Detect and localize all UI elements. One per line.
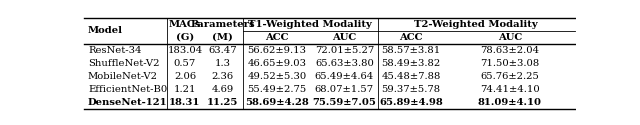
- Text: 49.52±5.30: 49.52±5.30: [247, 72, 307, 81]
- Text: ACC: ACC: [265, 33, 289, 42]
- Text: 59.37±5.78: 59.37±5.78: [381, 85, 441, 94]
- Text: EfficientNet-B0: EfficientNet-B0: [88, 85, 167, 94]
- Text: 45.48±7.88: 45.48±7.88: [381, 72, 441, 81]
- Text: 11.25: 11.25: [207, 98, 239, 107]
- Text: 0.57: 0.57: [174, 59, 196, 68]
- Text: 1.3: 1.3: [215, 59, 231, 68]
- Text: AUC: AUC: [498, 33, 522, 42]
- Text: Parameters: Parameters: [191, 20, 255, 29]
- Text: 58.69±4.28: 58.69±4.28: [245, 98, 308, 107]
- Text: 55.49±2.75: 55.49±2.75: [247, 85, 307, 94]
- Text: (G): (G): [176, 33, 194, 42]
- Text: 183.04: 183.04: [167, 46, 202, 55]
- Text: 72.01±5.27: 72.01±5.27: [315, 46, 374, 55]
- Text: ResNet-34: ResNet-34: [88, 46, 141, 55]
- Text: 56.62±9.13: 56.62±9.13: [248, 46, 307, 55]
- Text: DenseNet-121: DenseNet-121: [88, 98, 168, 107]
- Text: T1-Weighted Modality: T1-Weighted Modality: [248, 20, 372, 29]
- Text: 65.89±4.98: 65.89±4.98: [380, 98, 443, 107]
- Text: 4.69: 4.69: [212, 85, 234, 94]
- Text: 65.63±3.80: 65.63±3.80: [315, 59, 374, 68]
- Text: ACC: ACC: [399, 33, 423, 42]
- Text: 81.09±4.10: 81.09±4.10: [478, 98, 542, 107]
- Text: MACs: MACs: [169, 20, 201, 29]
- Text: 1.21: 1.21: [173, 85, 196, 94]
- Text: 2.36: 2.36: [212, 72, 234, 81]
- Text: 65.76±2.25: 65.76±2.25: [481, 72, 540, 81]
- Text: 74.41±4.10: 74.41±4.10: [480, 85, 540, 94]
- Text: 18.31: 18.31: [169, 98, 200, 107]
- Text: 71.50±3.08: 71.50±3.08: [480, 59, 540, 68]
- Text: 78.63±2.04: 78.63±2.04: [480, 46, 540, 55]
- Text: Model: Model: [88, 26, 123, 36]
- Text: AUC: AUC: [332, 33, 356, 42]
- Text: 63.47: 63.47: [209, 46, 237, 55]
- Text: MobileNet-V2: MobileNet-V2: [88, 72, 158, 81]
- Text: 75.59±7.05: 75.59±7.05: [312, 98, 376, 107]
- Text: 58.49±3.82: 58.49±3.82: [381, 59, 441, 68]
- Text: T2-Weighted Modality: T2-Weighted Modality: [415, 20, 538, 29]
- Text: 46.65±9.03: 46.65±9.03: [248, 59, 307, 68]
- Text: (M): (M): [212, 33, 234, 42]
- Text: 68.07±1.57: 68.07±1.57: [315, 85, 374, 94]
- Text: 2.06: 2.06: [174, 72, 196, 81]
- Text: 58.57±3.81: 58.57±3.81: [381, 46, 441, 55]
- Text: 65.49±4.64: 65.49±4.64: [315, 72, 374, 81]
- Text: ShuffleNet-V2: ShuffleNet-V2: [88, 59, 159, 68]
